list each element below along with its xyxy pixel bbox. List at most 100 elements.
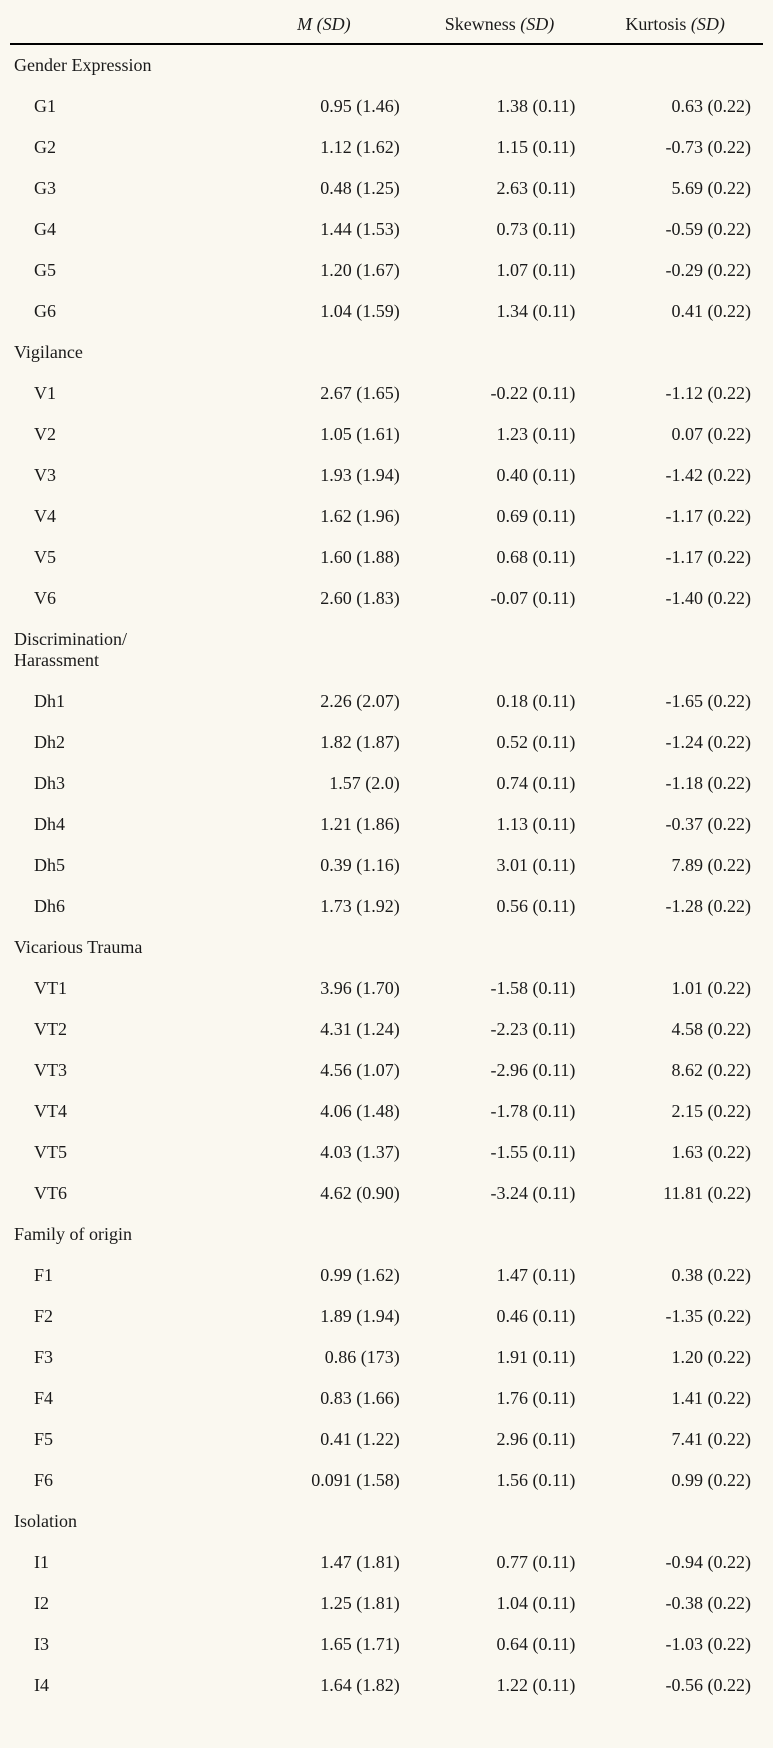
- item-label: V1: [10, 373, 236, 414]
- cell-msd: 2.67 (1.65): [236, 373, 412, 414]
- group-label: Vicarious Trauma: [10, 927, 763, 968]
- table-row: F21.89 (1.94)0.46 (0.11)-1.35 (0.22): [10, 1296, 763, 1337]
- col-header-empty: [10, 8, 236, 44]
- cell-skewness: 0.46 (0.11): [412, 1296, 588, 1337]
- table-row: F50.41 (1.22)2.96 (0.11)7.41 (0.22): [10, 1419, 763, 1460]
- cell-msd: 0.39 (1.16): [236, 845, 412, 886]
- cell-msd: 1.21 (1.86): [236, 804, 412, 845]
- item-label: I4: [10, 1665, 236, 1706]
- cell-skewness: 1.07 (0.11): [412, 250, 588, 291]
- group-row: Family of origin: [10, 1214, 763, 1255]
- table-row: VT64.62 (0.90)-3.24 (0.11)11.81 (0.22): [10, 1173, 763, 1214]
- item-label: VT4: [10, 1091, 236, 1132]
- cell-kurtosis: -0.29 (0.22): [587, 250, 763, 291]
- table-row: V41.62 (1.96)0.69 (0.11)-1.17 (0.22): [10, 496, 763, 537]
- cell-msd: 4.03 (1.37): [236, 1132, 412, 1173]
- table-row: V31.93 (1.94)0.40 (0.11)-1.42 (0.22): [10, 455, 763, 496]
- item-label: Dh3: [10, 763, 236, 804]
- table-row: VT54.03 (1.37)-1.55 (0.11)1.63 (0.22): [10, 1132, 763, 1173]
- cell-skewness: 0.40 (0.11): [412, 455, 588, 496]
- cell-skewness: 0.77 (0.11): [412, 1542, 588, 1583]
- item-label: I2: [10, 1583, 236, 1624]
- cell-skewness: 1.15 (0.11): [412, 127, 588, 168]
- table-row: G61.04 (1.59)1.34 (0.11)0.41 (0.22): [10, 291, 763, 332]
- cell-msd: 3.96 (1.70): [236, 968, 412, 1009]
- col-header-msd-sd: (SD): [312, 14, 351, 34]
- cell-msd: 1.62 (1.96): [236, 496, 412, 537]
- cell-kurtosis: -1.65 (0.22): [587, 681, 763, 722]
- item-label: VT6: [10, 1173, 236, 1214]
- group-row: Vigilance: [10, 332, 763, 373]
- cell-kurtosis: 1.01 (0.22): [587, 968, 763, 1009]
- item-label: G3: [10, 168, 236, 209]
- cell-kurtosis: -1.18 (0.22): [587, 763, 763, 804]
- table-row: G30.48 (1.25)2.63 (0.11)5.69 (0.22): [10, 168, 763, 209]
- cell-msd: 1.04 (1.59): [236, 291, 412, 332]
- cell-kurtosis: -1.17 (0.22): [587, 537, 763, 578]
- table-row: V12.67 (1.65)-0.22 (0.11)-1.12 (0.22): [10, 373, 763, 414]
- cell-skewness: 0.68 (0.11): [412, 537, 588, 578]
- group-row: Gender Expression: [10, 44, 763, 86]
- cell-msd: 1.73 (1.92): [236, 886, 412, 927]
- cell-msd: 4.31 (1.24): [236, 1009, 412, 1050]
- cell-msd: 1.57 (2.0): [236, 763, 412, 804]
- table-body: Gender ExpressionG10.95 (1.46)1.38 (0.11…: [10, 44, 763, 1706]
- table-header: M (SD) Skewness (SD) Kurtosis (SD): [10, 8, 763, 44]
- item-label: V3: [10, 455, 236, 496]
- cell-kurtosis: 7.41 (0.22): [587, 1419, 763, 1460]
- item-label: F1: [10, 1255, 236, 1296]
- item-label: Dh4: [10, 804, 236, 845]
- cell-kurtosis: 1.63 (0.22): [587, 1132, 763, 1173]
- cell-msd: 1.12 (1.62): [236, 127, 412, 168]
- cell-kurtosis: -1.35 (0.22): [587, 1296, 763, 1337]
- cell-msd: 1.47 (1.81): [236, 1542, 412, 1583]
- cell-skewness: 3.01 (0.11): [412, 845, 588, 886]
- cell-skewness: 1.22 (0.11): [412, 1665, 588, 1706]
- col-header-msd: M (SD): [236, 8, 412, 44]
- col-header-msd-m: M: [297, 14, 312, 34]
- cell-kurtosis: -0.73 (0.22): [587, 127, 763, 168]
- item-label: F2: [10, 1296, 236, 1337]
- item-label: F4: [10, 1378, 236, 1419]
- cell-skewness: 1.23 (0.11): [412, 414, 588, 455]
- cell-kurtosis: 11.81 (0.22): [587, 1173, 763, 1214]
- group-label: Isolation: [10, 1501, 763, 1542]
- table-row: Dh61.73 (1.92)0.56 (0.11)-1.28 (0.22): [10, 886, 763, 927]
- table-row: I21.25 (1.81)1.04 (0.11)-0.38 (0.22): [10, 1583, 763, 1624]
- table-row: F10.99 (1.62)1.47 (0.11)0.38 (0.22): [10, 1255, 763, 1296]
- cell-msd: 4.56 (1.07): [236, 1050, 412, 1091]
- cell-kurtosis: 0.41 (0.22): [587, 291, 763, 332]
- cell-skewness: 1.91 (0.11): [412, 1337, 588, 1378]
- cell-msd: 1.65 (1.71): [236, 1624, 412, 1665]
- cell-skewness: -3.24 (0.11): [412, 1173, 588, 1214]
- cell-kurtosis: -0.56 (0.22): [587, 1665, 763, 1706]
- cell-msd: 0.091 (1.58): [236, 1460, 412, 1501]
- cell-kurtosis: -0.94 (0.22): [587, 1542, 763, 1583]
- cell-kurtosis: -1.40 (0.22): [587, 578, 763, 619]
- group-label: Vigilance: [10, 332, 763, 373]
- group-label: Gender Expression: [10, 44, 763, 86]
- col-header-kurtosis-label: Kurtosis: [625, 14, 691, 34]
- cell-skewness: -1.58 (0.11): [412, 968, 588, 1009]
- table-row: I11.47 (1.81)0.77 (0.11)-0.94 (0.22): [10, 1542, 763, 1583]
- item-label: VT2: [10, 1009, 236, 1050]
- item-label: G5: [10, 250, 236, 291]
- cell-skewness: 1.34 (0.11): [412, 291, 588, 332]
- table-row: Dh41.21 (1.86)1.13 (0.11)-0.37 (0.22): [10, 804, 763, 845]
- col-header-skewness-sd: (SD): [520, 14, 554, 34]
- table-row: VT44.06 (1.48)-1.78 (0.11)2.15 (0.22): [10, 1091, 763, 1132]
- table-row: F60.091 (1.58)1.56 (0.11)0.99 (0.22): [10, 1460, 763, 1501]
- item-label: Dh6: [10, 886, 236, 927]
- cell-skewness: 2.96 (0.11): [412, 1419, 588, 1460]
- table-row: G21.12 (1.62)1.15 (0.11)-0.73 (0.22): [10, 127, 763, 168]
- group-row: Isolation: [10, 1501, 763, 1542]
- cell-skewness: 0.18 (0.11): [412, 681, 588, 722]
- item-label: F3: [10, 1337, 236, 1378]
- cell-skewness: 1.56 (0.11): [412, 1460, 588, 1501]
- cell-kurtosis: -1.12 (0.22): [587, 373, 763, 414]
- item-label: I3: [10, 1624, 236, 1665]
- cell-msd: 1.20 (1.67): [236, 250, 412, 291]
- cell-skewness: 0.73 (0.11): [412, 209, 588, 250]
- cell-kurtosis: 8.62 (0.22): [587, 1050, 763, 1091]
- item-label: VT5: [10, 1132, 236, 1173]
